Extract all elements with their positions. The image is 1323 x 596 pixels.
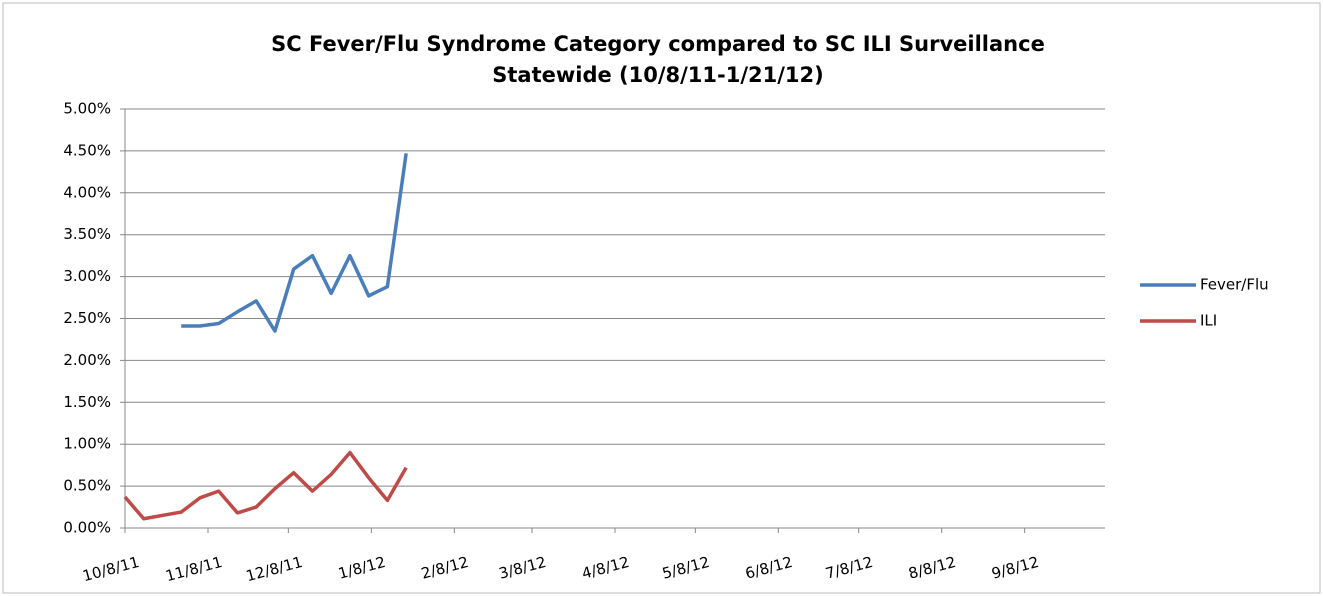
series-line bbox=[181, 153, 408, 333]
y-tick-label: 4.50% bbox=[63, 141, 111, 159]
chart-title: SC Fever/Flu Syndrome Category compared … bbox=[271, 32, 1045, 56]
y-tick-label: 2.00% bbox=[63, 351, 111, 369]
y-tick-label: 2.50% bbox=[63, 309, 111, 327]
y-tick-label: 0.00% bbox=[63, 519, 111, 537]
y-tick-label: 3.00% bbox=[63, 267, 111, 285]
y-tick-label: 3.50% bbox=[63, 225, 111, 243]
y-tick-label: 1.00% bbox=[63, 435, 111, 453]
y-tick-label: 4.00% bbox=[63, 183, 111, 201]
y-tick-label: 0.50% bbox=[63, 477, 111, 495]
series-line bbox=[123, 450, 408, 521]
chart-title: Statewide (10/8/11-1/21/12) bbox=[492, 63, 824, 87]
legend-label: Fever/Flu bbox=[1200, 276, 1269, 294]
y-tick-label: 1.50% bbox=[63, 393, 111, 411]
y-tick-label: 5.00% bbox=[63, 100, 111, 118]
legend-label: ILI bbox=[1200, 312, 1217, 330]
